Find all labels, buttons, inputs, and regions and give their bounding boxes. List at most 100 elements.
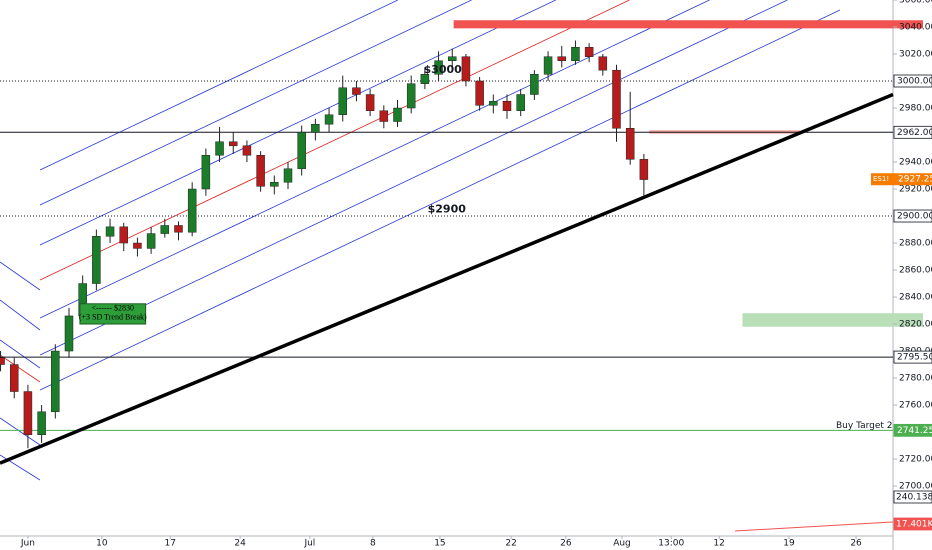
candle-body	[297, 132, 306, 170]
channel-line	[0, 354, 41, 383]
candle-body	[530, 74, 539, 95]
level-label: 2741.25	[897, 426, 932, 436]
note-box	[79, 303, 147, 325]
candle-body	[105, 226, 115, 237]
candle-body	[0, 357, 5, 365]
candle-body	[598, 56, 608, 71]
candle-body	[447, 56, 457, 62]
candle-body	[201, 155, 211, 190]
level-label: 3000.00	[897, 77, 932, 87]
volume-label: 17.401K	[896, 520, 932, 530]
candle-body	[406, 83, 416, 109]
y-tick-label: 2760.00	[899, 401, 932, 411]
candle-body	[242, 145, 252, 156]
channel-line	[39, 0, 472, 206]
candle-body	[160, 225, 170, 234]
level-label-box	[893, 125, 932, 139]
y-tick-label: 3040.00	[899, 23, 932, 33]
candle-body	[584, 47, 594, 57]
candle-body	[420, 74, 430, 84]
volume-label: 240.138K	[896, 493, 932, 503]
y-tick-label: 2840.00	[899, 293, 932, 303]
candle-body	[133, 242, 142, 249]
volume-label-box	[893, 517, 932, 531]
x-tick-label: 15	[434, 539, 445, 549]
level-label-box	[893, 209, 932, 223]
y-tick-label: 3020.00	[899, 50, 932, 60]
x-tick-label: Jun	[20, 539, 35, 549]
y-tick-label: 2980.00	[899, 104, 932, 114]
x-tick-label: Aug	[613, 539, 631, 549]
x-tick-label: 13:00	[658, 539, 684, 549]
channel-line	[39, 0, 399, 171]
y-tick-label: 2860.00	[899, 266, 932, 276]
candle-body	[256, 155, 265, 187]
channel-line	[39, 9, 841, 391]
candle-body	[174, 225, 183, 233]
channel-line	[39, 0, 630, 281]
candle-body	[352, 87, 361, 95]
candle-body	[64, 315, 74, 352]
candle-body	[625, 128, 635, 160]
note-text: (+3 SD Trend Break)	[79, 313, 147, 322]
x-tick-label: 8	[370, 539, 376, 549]
level-label: 2795.50	[897, 353, 932, 363]
annotation: $2900	[428, 202, 467, 215]
level-label-box	[893, 350, 932, 364]
channel-line	[0, 417, 41, 446]
candle-body	[37, 411, 46, 435]
candle-body	[92, 236, 101, 284]
channel-line	[39, 0, 556, 246]
candle-body	[516, 94, 525, 111]
candle-body	[119, 226, 128, 244]
candle-body	[228, 141, 238, 147]
candle-body	[489, 101, 498, 106]
candle-body	[51, 350, 60, 413]
y-tick-label: 3060.00	[899, 0, 932, 6]
candle-body	[571, 47, 580, 62]
trend-line	[0, 92, 894, 465]
x-tick-label: 22	[505, 539, 516, 549]
x-tick-label: 26	[560, 539, 572, 549]
x-tick-label: 17	[165, 539, 176, 549]
y-tick-label: 2940.00	[899, 158, 932, 168]
last-price-box	[871, 173, 932, 186]
candle-body	[187, 188, 197, 233]
candle-body	[393, 107, 402, 122]
note-text: <------ $2830	[92, 304, 135, 313]
candle-body	[379, 110, 389, 122]
x-tick-label: 10	[96, 539, 108, 549]
candle-body	[612, 69, 621, 129]
channel-line	[0, 299, 41, 331]
volume-label-box	[893, 490, 932, 504]
x-tick-label: 19	[783, 539, 795, 549]
candle-body	[338, 87, 347, 116]
channel-line	[0, 261, 41, 291]
volume-drawing	[734, 521, 894, 532]
candle-body	[365, 94, 375, 111]
y-tick-label: 2780.00	[899, 374, 932, 384]
zone	[453, 20, 923, 29]
candle-body	[639, 159, 649, 180]
candle-body	[146, 233, 156, 249]
candle-body	[543, 56, 553, 75]
candle-body	[283, 168, 293, 183]
level-label: 2962.00	[897, 128, 932, 138]
candle-body	[557, 56, 567, 62]
annotation: Buy Target 2	[836, 421, 893, 431]
x-tick-label: 24	[234, 539, 246, 549]
y-tick-label: 2700.00	[899, 482, 932, 492]
candle-body	[461, 56, 471, 82]
candle-body	[324, 114, 334, 125]
candle-body	[311, 123, 320, 133]
symbol-label: ES1!	[873, 175, 889, 183]
channel-line	[39, 0, 788, 356]
x-tick-label: 26	[850, 539, 862, 549]
level-label-box	[893, 74, 932, 88]
level-label-box	[893, 423, 932, 437]
last-price-label: 2927.25	[898, 175, 932, 185]
candle-body	[215, 141, 224, 156]
candle-body	[502, 101, 512, 111]
y-tick-label: 2920.00	[899, 185, 932, 195]
candle-body	[23, 391, 33, 435]
